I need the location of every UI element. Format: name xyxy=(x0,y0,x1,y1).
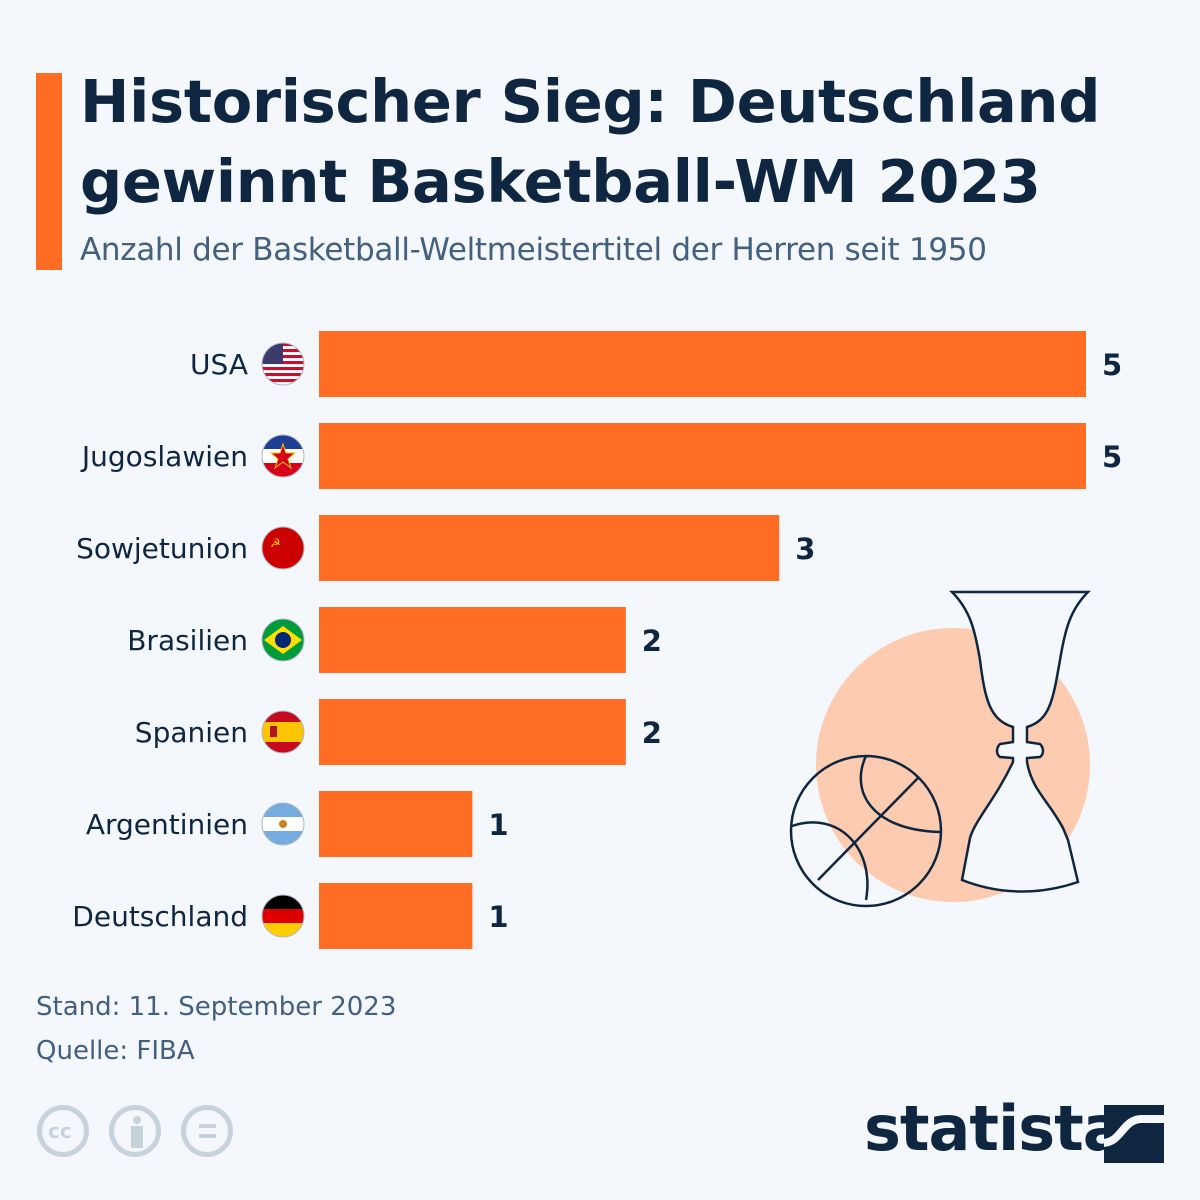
bar-row: Argentinien 1 xyxy=(86,791,509,857)
title-accent-bar xyxy=(36,73,62,270)
flag-outline xyxy=(261,710,305,754)
bar-row: Jugoslawien 5 xyxy=(80,423,1122,489)
svg-text:☭: ☭ xyxy=(270,536,281,550)
data-label: 2 xyxy=(642,716,662,750)
bar xyxy=(319,699,626,765)
flag-outline xyxy=(261,526,305,570)
flag-outline xyxy=(261,434,305,478)
data-label: 5 xyxy=(1102,440,1122,474)
bar xyxy=(319,515,780,581)
flag-outline xyxy=(261,894,305,938)
bar xyxy=(319,607,626,673)
chart-title: Historischer Sieg: Deutschland gewinnt B… xyxy=(80,67,1101,216)
category-label: Spanien xyxy=(135,716,248,749)
data-label: 3 xyxy=(795,532,815,566)
bar xyxy=(319,423,1086,489)
data-label: 5 xyxy=(1102,348,1122,382)
bar xyxy=(319,791,473,857)
yugoslavia-flag-icon xyxy=(262,435,304,477)
flag-outline xyxy=(261,802,305,846)
germany-flag-icon xyxy=(262,895,304,937)
data-label: 2 xyxy=(642,624,662,658)
argentina-flag-icon xyxy=(262,803,304,845)
spain-flag-icon xyxy=(262,711,304,753)
category-label: USA xyxy=(190,348,248,381)
flag-outline xyxy=(261,618,305,662)
category-label: Jugoslawien xyxy=(80,440,248,473)
brazil-flag-icon xyxy=(262,619,304,661)
statista-logo-icon xyxy=(1104,1105,1164,1163)
bar xyxy=(319,883,473,949)
bar-row: Sowjetunion ☭ 3 xyxy=(76,515,815,581)
category-label: Sowjetunion xyxy=(76,532,248,565)
bar xyxy=(319,331,1086,397)
cc-icon[interactable]: cc xyxy=(37,1105,89,1157)
bar-row: Spanien 2 xyxy=(135,699,662,765)
bar-row: USA 5 xyxy=(190,331,1122,397)
statista-logo[interactable]: statista xyxy=(864,1092,1125,1165)
no-derivatives-icon[interactable] xyxy=(181,1105,233,1157)
attribution-icon[interactable] xyxy=(109,1105,161,1157)
bar-row: Brasilien 2 xyxy=(127,607,662,673)
data-label: 1 xyxy=(488,900,508,934)
flag-outline xyxy=(261,342,305,386)
bar-row: Deutschland 1 xyxy=(72,883,509,949)
trophy-icon xyxy=(948,590,1092,893)
footer-date: Stand: 11. September 2023 xyxy=(36,992,397,1022)
basketball-icon xyxy=(789,754,943,908)
category-label: Brasilien xyxy=(127,624,248,657)
category-label: Deutschland xyxy=(72,900,248,933)
trophy-basketball-illustration xyxy=(789,590,1092,908)
chart-subtitle: Anzahl der Basketball-Weltmeistertitel d… xyxy=(80,232,987,268)
footer-source: Quelle: FIBA xyxy=(36,1036,195,1066)
data-label: 1 xyxy=(488,808,508,842)
soviet-flag-icon: ☭ xyxy=(262,527,304,569)
category-label: Argentinien xyxy=(86,808,248,841)
